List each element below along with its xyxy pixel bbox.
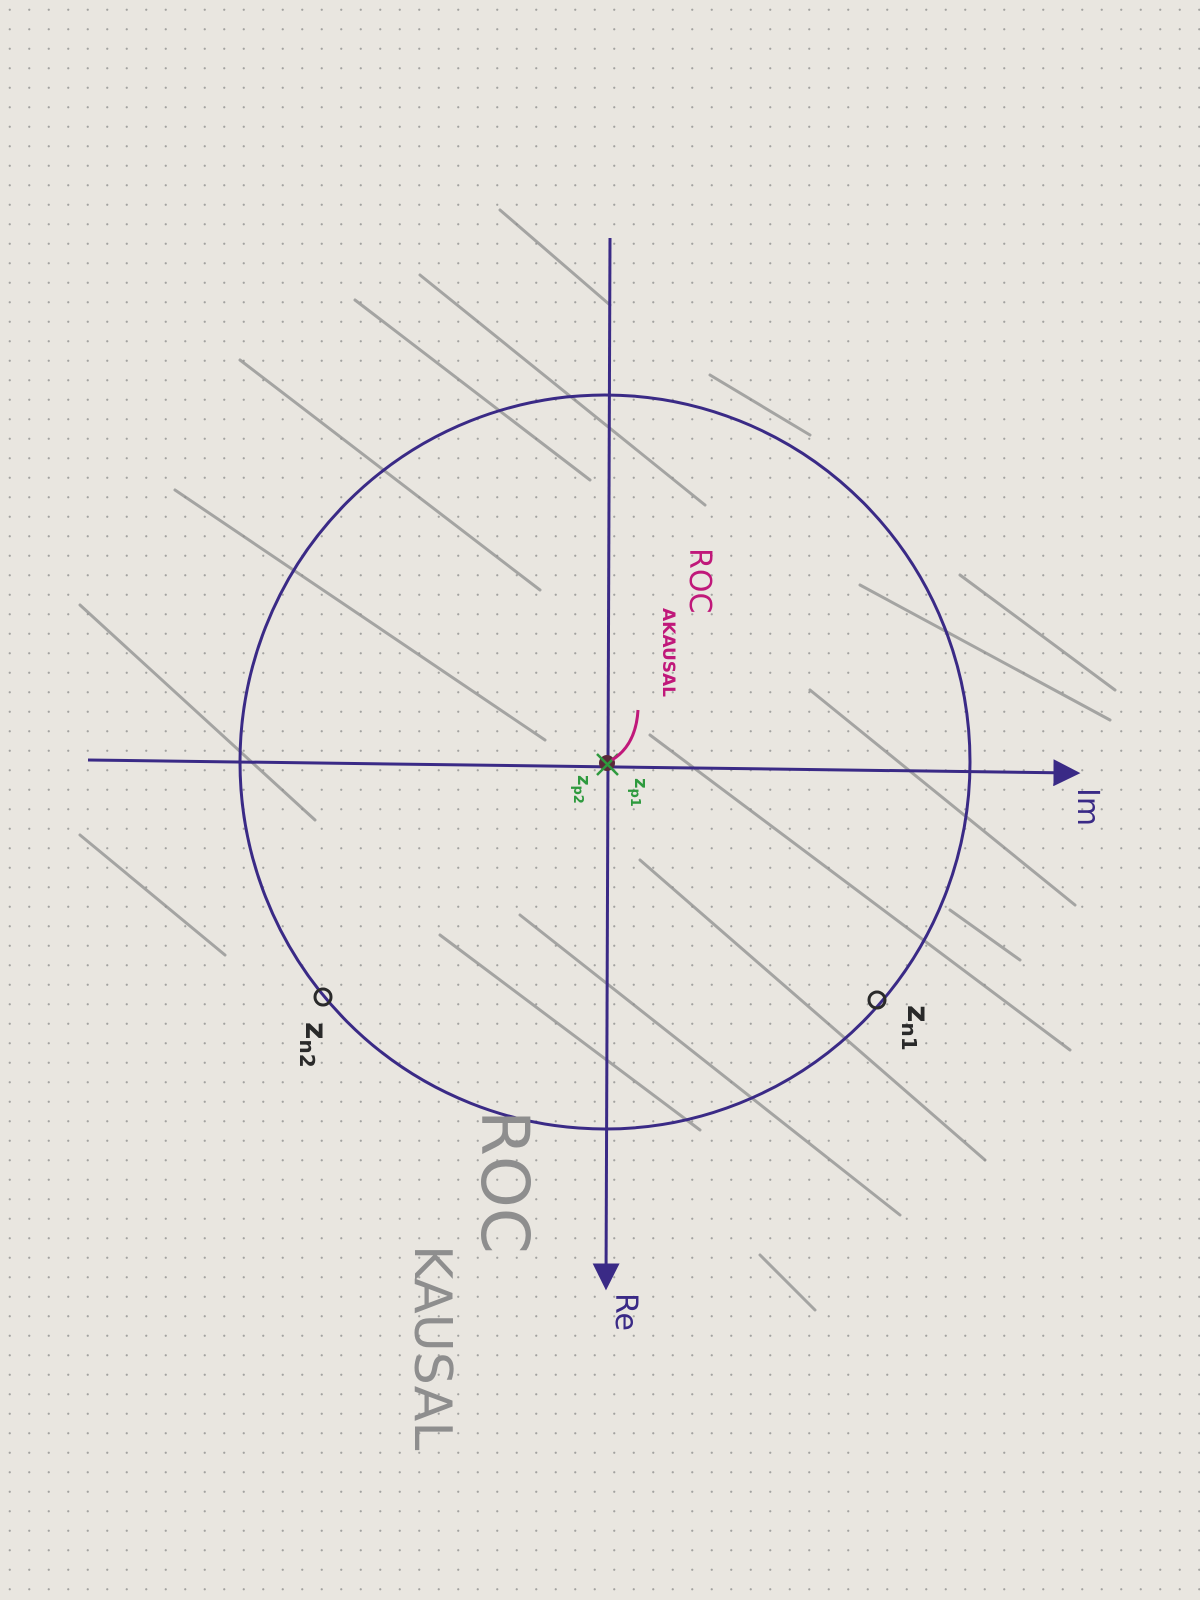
zero-marker-n2 bbox=[313, 987, 333, 1007]
roc-outer-label-line2: KAUSAL bbox=[402, 1245, 462, 1450]
svg-text:zp1: zp1 bbox=[627, 778, 651, 807]
pole-label-p2-sub: p2 bbox=[570, 785, 585, 803]
roc-hatching bbox=[78, 208, 1117, 1312]
pole-label-p1: zp1 bbox=[627, 778, 651, 807]
pole-label-p1-sub: p1 bbox=[627, 788, 642, 806]
pole-label-p2: zp2 bbox=[570, 775, 594, 804]
roc-outer-label-line1: ROC bbox=[466, 1110, 543, 1254]
im-axis bbox=[87, 758, 1081, 787]
svg-text:zp2: zp2 bbox=[570, 775, 594, 804]
zero-label-n2: zn2 bbox=[295, 1022, 333, 1068]
pole-label-p1-symbol: z bbox=[630, 778, 651, 788]
roc-inner-pointer bbox=[611, 709, 640, 762]
svg-text:zn1: zn1 bbox=[897, 1005, 935, 1051]
zero-marker-n1 bbox=[867, 990, 887, 1010]
zero-label-n1-symbol: z bbox=[900, 1005, 935, 1022]
zero-label-n2-sub: n2 bbox=[295, 1039, 319, 1067]
roc-inner-label-line1: ROC bbox=[682, 548, 717, 613]
zero-label-n2-symbol: z bbox=[298, 1022, 333, 1039]
zero-label-n1: zn1 bbox=[897, 1005, 935, 1051]
re-axis-label: Re bbox=[608, 1293, 643, 1331]
pole-label-p2-symbol: z bbox=[573, 775, 594, 785]
roc-inner-label-line2: AKAUSAL bbox=[658, 608, 678, 697]
unit-circle bbox=[238, 393, 972, 1131]
svg-text:zn2: zn2 bbox=[295, 1022, 333, 1068]
im-axis-label: Im bbox=[1070, 788, 1105, 826]
zero-label-n1-sub: n1 bbox=[897, 1022, 921, 1050]
